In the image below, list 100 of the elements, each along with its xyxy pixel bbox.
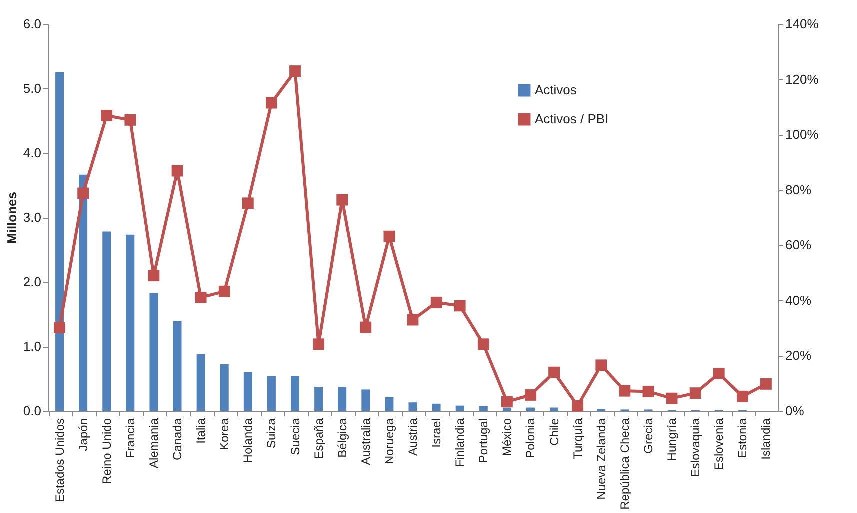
y-tick-label: 2.0 bbox=[23, 274, 42, 290]
bar bbox=[385, 397, 394, 411]
x-tick-label: Eslovaquia bbox=[688, 418, 703, 478]
x-tick-label: Estados Unidos bbox=[52, 418, 67, 503]
y-axis-title: Millones bbox=[4, 192, 20, 244]
y2-tick-label: 100% bbox=[786, 127, 820, 142]
y-tick-label: 5.0 bbox=[23, 81, 42, 96]
point bbox=[619, 385, 631, 397]
bar bbox=[550, 408, 559, 411]
bar bbox=[102, 232, 112, 411]
point bbox=[407, 314, 419, 326]
legend-label: Activos / PBI bbox=[535, 112, 609, 126]
point bbox=[454, 300, 466, 312]
bar bbox=[173, 321, 182, 411]
x-tick-label: Finlandia bbox=[453, 418, 468, 468]
point bbox=[266, 97, 278, 109]
bar bbox=[291, 376, 300, 411]
bar bbox=[126, 234, 135, 411]
point bbox=[313, 338, 325, 350]
x-tick-label: Korea bbox=[218, 418, 232, 451]
bar bbox=[150, 292, 158, 411]
y2-tick-label: 40% bbox=[786, 292, 812, 308]
point bbox=[548, 366, 560, 378]
x-tick-label: Estonia bbox=[736, 418, 750, 459]
x-tick-label: República Checa bbox=[618, 418, 632, 510]
x-tick-label: Suecia bbox=[288, 418, 302, 456]
bar bbox=[220, 364, 229, 411]
x-tick-label: Reino Unido bbox=[100, 418, 114, 485]
bar bbox=[362, 390, 370, 411]
x-tick-label: Islandia bbox=[759, 418, 774, 460]
point bbox=[172, 165, 184, 177]
legend-label: Activos bbox=[535, 82, 578, 98]
point bbox=[384, 230, 396, 242]
x-tick-label: Austria bbox=[406, 418, 420, 456]
point bbox=[572, 400, 584, 412]
y2-tick-label: 60% bbox=[786, 238, 812, 253]
point bbox=[478, 338, 490, 350]
x-tick-label: Alemania bbox=[146, 418, 161, 469]
point bbox=[666, 392, 678, 404]
point bbox=[124, 114, 136, 126]
y2-tick-label: 20% bbox=[786, 348, 812, 364]
y2-tick-label: 140% bbox=[786, 16, 820, 32]
x-tick-label: Portugal bbox=[476, 418, 491, 464]
y-tick-label: 4.0 bbox=[23, 146, 42, 160]
bar bbox=[432, 404, 441, 411]
x-tick-label: Turquía bbox=[570, 418, 585, 460]
x-tick-label: Francia bbox=[123, 418, 138, 459]
point bbox=[713, 368, 725, 380]
y-tick-label: 1.0 bbox=[23, 339, 42, 354]
point bbox=[195, 292, 207, 304]
point bbox=[148, 270, 160, 282]
point bbox=[360, 322, 372, 334]
y2-tick-label: 0% bbox=[786, 404, 805, 418]
x-tick-label: Italia bbox=[194, 418, 208, 444]
bar bbox=[338, 387, 347, 411]
y-tick-label: 3.0 bbox=[23, 210, 42, 225]
point bbox=[78, 188, 90, 200]
bar bbox=[502, 408, 512, 411]
point bbox=[242, 198, 254, 210]
y2-tick-label: 120% bbox=[786, 72, 820, 87]
point bbox=[760, 378, 772, 390]
point bbox=[690, 388, 702, 400]
point bbox=[54, 322, 66, 334]
bar bbox=[79, 174, 88, 411]
point bbox=[736, 390, 748, 402]
bar bbox=[456, 406, 464, 411]
point bbox=[336, 194, 348, 206]
x-tick-label: Polonia bbox=[524, 418, 538, 459]
bar bbox=[408, 402, 418, 411]
x-tick-label: Bélgica bbox=[335, 418, 350, 458]
x-tick-label: Holanda bbox=[241, 418, 256, 464]
x-tick-label: Suiza bbox=[264, 418, 279, 449]
point bbox=[218, 286, 230, 298]
bar bbox=[526, 408, 535, 411]
point bbox=[430, 296, 442, 308]
point bbox=[101, 110, 113, 122]
x-tick-label: Eslovenia bbox=[712, 418, 726, 471]
x-tick-label: Canada bbox=[170, 418, 185, 461]
x-tick-label: Israel bbox=[430, 418, 444, 448]
bar bbox=[479, 406, 488, 411]
x-tick-label: Chile bbox=[547, 418, 562, 446]
bar bbox=[196, 354, 206, 411]
point bbox=[501, 396, 513, 408]
x-tick-label: México bbox=[500, 418, 514, 457]
y-tick-label: 0.0 bbox=[23, 404, 42, 418]
x-tick-label: Nueva Zelanda bbox=[594, 418, 608, 500]
bar bbox=[56, 72, 64, 411]
x-tick-label: Noruega bbox=[382, 418, 396, 465]
x-tick-label: Hungría bbox=[665, 418, 680, 462]
y-tick-label: 6.0 bbox=[23, 16, 42, 32]
y2-tick-label: 80% bbox=[786, 182, 812, 198]
point bbox=[290, 66, 301, 77]
point bbox=[525, 390, 536, 401]
bar bbox=[314, 387, 324, 411]
point bbox=[642, 386, 654, 398]
point bbox=[596, 360, 608, 372]
bar bbox=[244, 372, 252, 411]
x-tick-label: Grecia bbox=[641, 418, 656, 454]
bar bbox=[267, 376, 276, 411]
x-tick-label: España bbox=[312, 418, 326, 460]
